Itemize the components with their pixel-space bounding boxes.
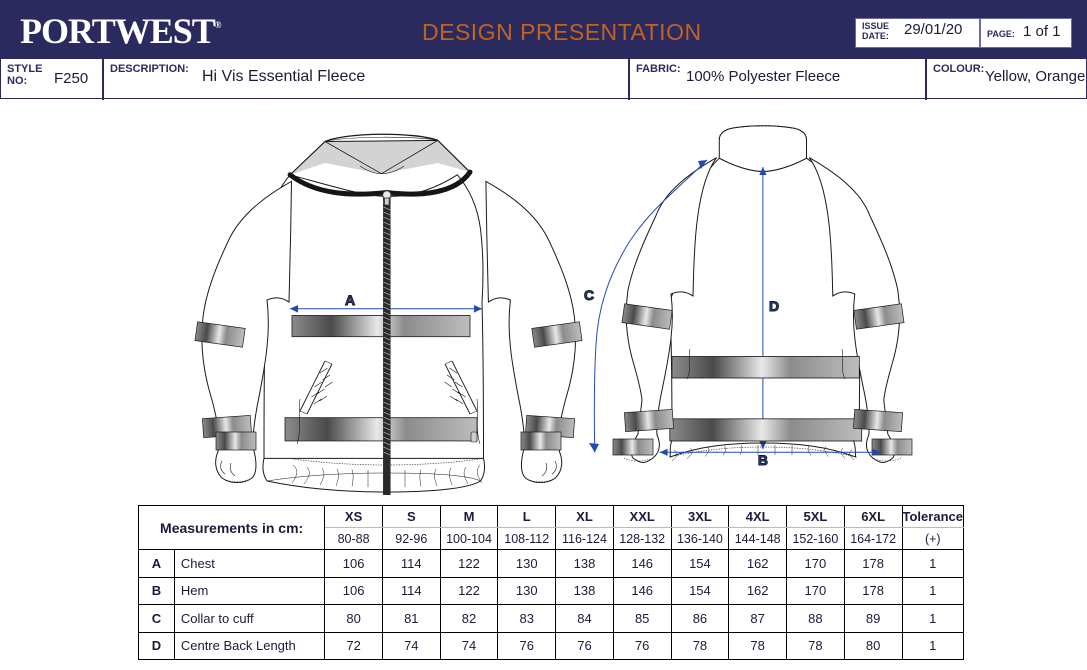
svg-text:B: B <box>758 452 768 468</box>
svg-text:C: C <box>584 287 594 303</box>
svg-text:A: A <box>345 292 355 308</box>
svg-text:D: D <box>769 298 779 314</box>
